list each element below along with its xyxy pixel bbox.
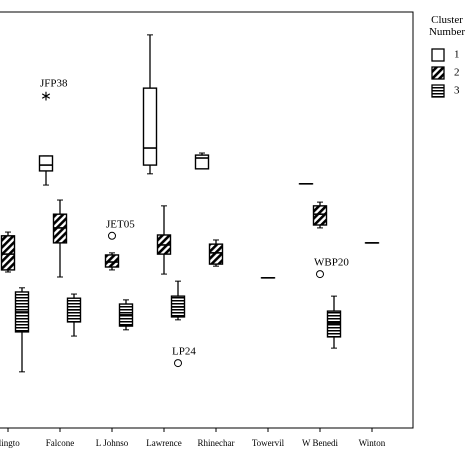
outlier — [316, 270, 324, 279]
legend-swatch — [431, 66, 445, 80]
outlier-label: LP24 — [172, 346, 196, 358]
legend-swatch — [431, 84, 445, 98]
x-tick-label: L Johnso — [96, 438, 129, 448]
outlier-label: JFP38 — [40, 78, 68, 90]
box — [312, 205, 328, 226]
x-tick-label: Lawrence — [146, 438, 181, 448]
box — [142, 87, 158, 166]
outlier — [174, 359, 182, 368]
legend-label: 3 — [454, 85, 460, 97]
legend-swatch — [431, 48, 445, 62]
box — [104, 254, 120, 268]
legend-label: 2 — [454, 67, 460, 79]
outlier: ∗ — [40, 89, 52, 104]
box — [326, 310, 342, 338]
box — [38, 155, 54, 172]
box — [208, 243, 224, 265]
x-tick-label: llingto — [0, 438, 20, 448]
plot-frame — [0, 11, 414, 429]
legend-title: Cluster Number — [428, 14, 466, 38]
outlier — [108, 231, 116, 240]
x-tick-label: Rhinechar — [198, 438, 235, 448]
x-tick-label: Towervil — [252, 438, 285, 448]
legend-label: 1 — [454, 49, 460, 61]
box — [194, 154, 210, 170]
outlier-label: WBP20 — [314, 257, 349, 269]
x-tick-label: W Benedi — [302, 438, 339, 448]
x-tick-label: Winton — [359, 438, 386, 448]
x-tick-label: Falcone — [46, 438, 75, 448]
outlier-label: JET05 — [106, 218, 135, 230]
box — [0, 235, 16, 271]
